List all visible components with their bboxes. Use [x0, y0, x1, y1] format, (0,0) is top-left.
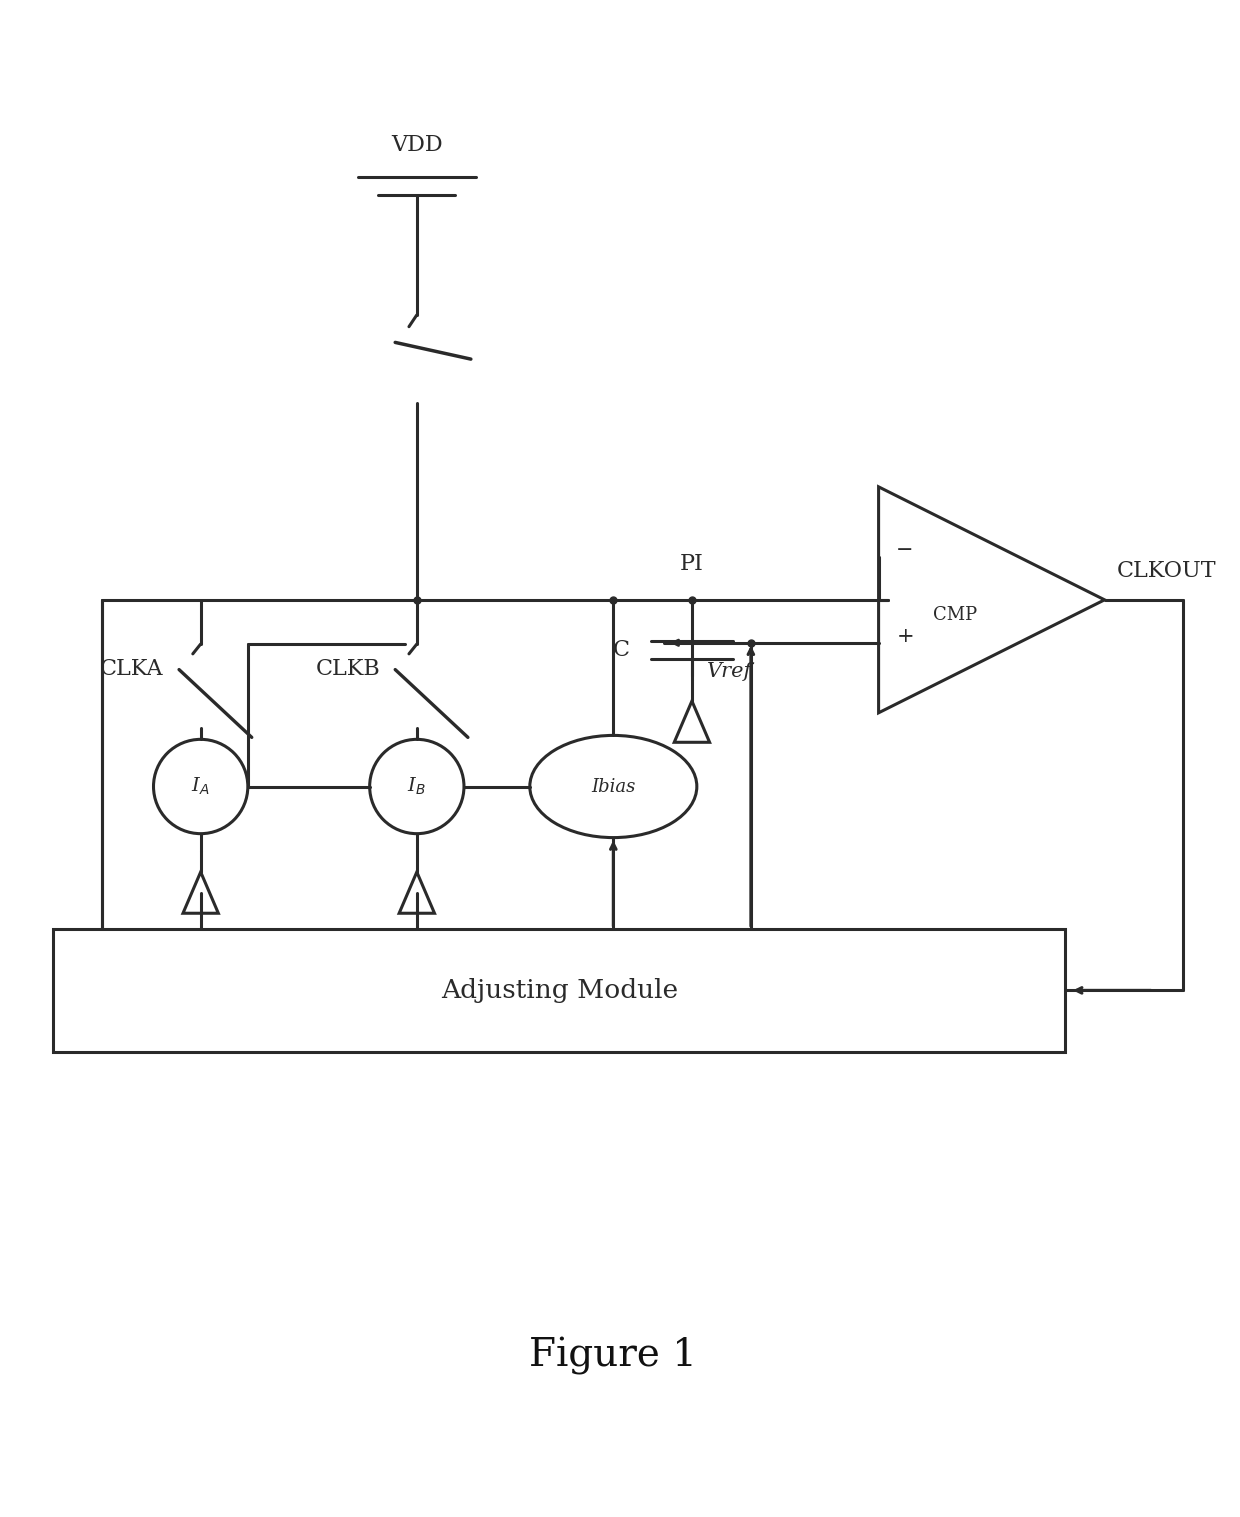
Text: Vref: Vref [707, 663, 751, 681]
Text: PI: PI [680, 554, 704, 575]
Text: +: + [897, 628, 914, 646]
Text: CLKA: CLKA [100, 657, 164, 680]
Text: VDD: VDD [391, 133, 443, 156]
Text: CLKB: CLKB [316, 657, 381, 680]
Text: Figure 1: Figure 1 [529, 1338, 697, 1376]
Text: CMP: CMP [932, 605, 977, 623]
Text: I$_A$: I$_A$ [191, 775, 210, 796]
Text: Ibias: Ibias [591, 778, 636, 795]
Text: Adjusting Module: Adjusting Module [440, 978, 678, 1003]
Text: −: − [897, 542, 914, 560]
Text: CLKOUT: CLKOUT [1116, 560, 1216, 583]
Text: C: C [613, 639, 630, 661]
Text: I$_B$: I$_B$ [408, 775, 427, 796]
